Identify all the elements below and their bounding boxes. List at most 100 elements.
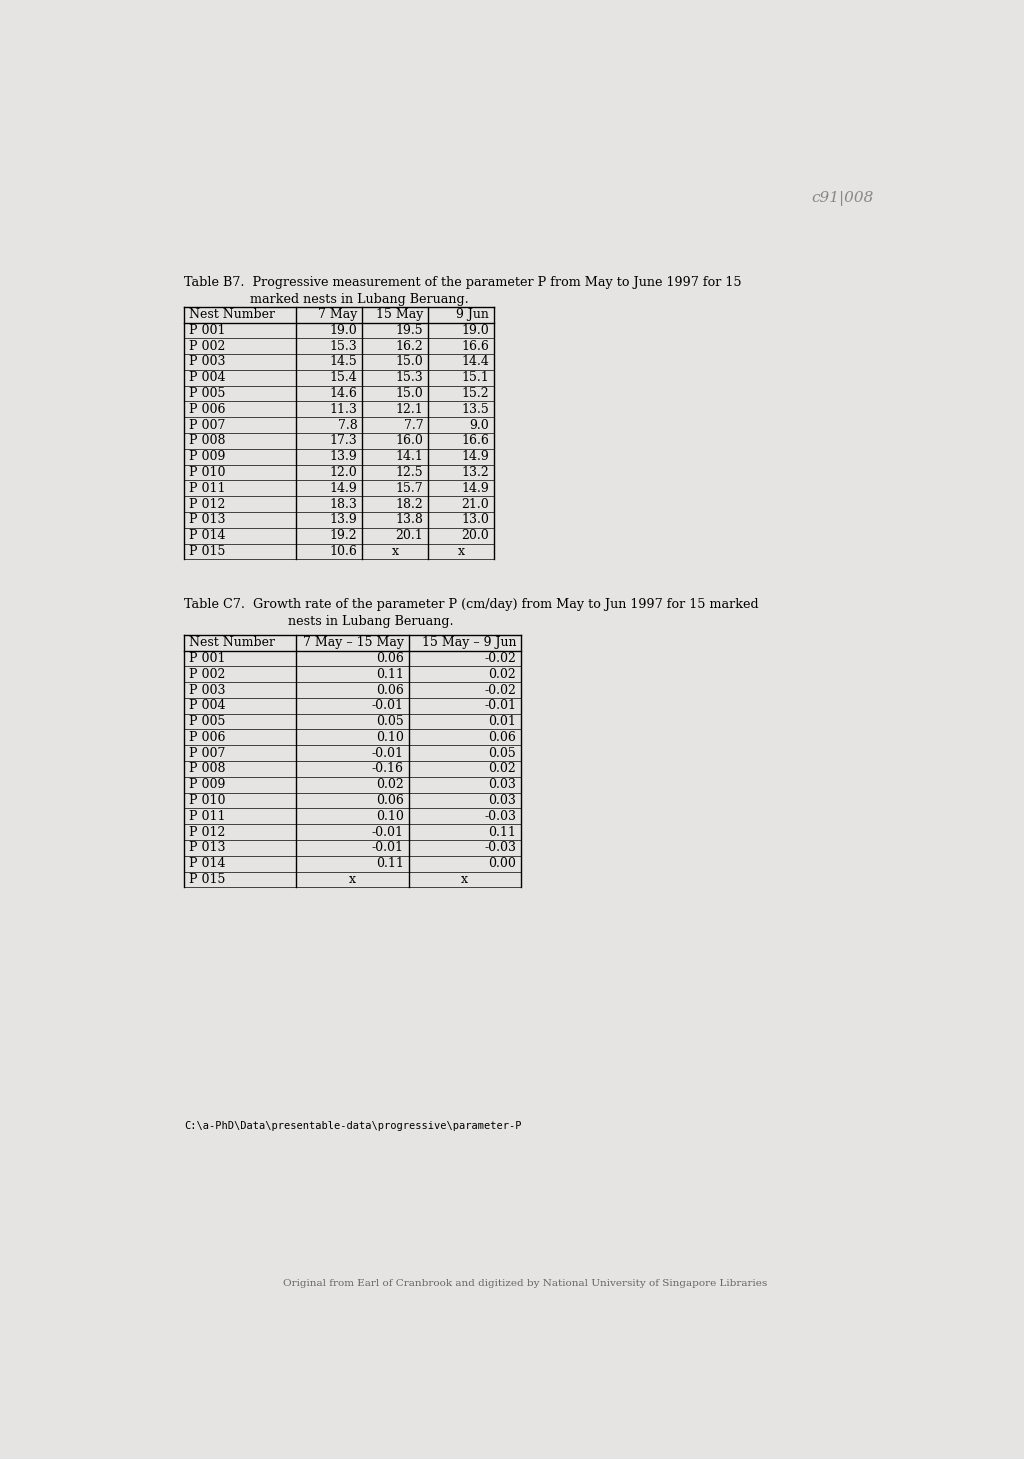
- Text: P 008: P 008: [189, 435, 225, 448]
- Text: 16.2: 16.2: [395, 340, 423, 353]
- Text: 0.05: 0.05: [488, 747, 516, 760]
- Text: 0.03: 0.03: [488, 778, 516, 791]
- Text: P 005: P 005: [189, 387, 225, 400]
- Text: 0.10: 0.10: [376, 731, 403, 744]
- Text: 13.9: 13.9: [330, 451, 357, 463]
- Text: x: x: [458, 544, 464, 557]
- Text: 15.4: 15.4: [330, 371, 357, 384]
- Text: 19.2: 19.2: [330, 530, 357, 543]
- Text: P 008: P 008: [189, 763, 225, 775]
- Text: P 012: P 012: [189, 498, 225, 511]
- Text: c91|008: c91|008: [811, 191, 873, 206]
- Text: 10.6: 10.6: [330, 544, 357, 557]
- Text: -0.03: -0.03: [484, 810, 516, 823]
- Text: P 011: P 011: [189, 481, 225, 495]
- Text: 16.6: 16.6: [461, 435, 489, 448]
- Text: P 011: P 011: [189, 810, 225, 823]
- Text: -0.01: -0.01: [372, 826, 403, 839]
- Text: 20.0: 20.0: [462, 530, 489, 543]
- Text: P 014: P 014: [189, 530, 225, 543]
- Text: 0.03: 0.03: [488, 794, 516, 807]
- Text: 13.0: 13.0: [461, 514, 489, 527]
- Text: Table B7.  Progressive measurement of the parameter P from May to June 1997 for : Table B7. Progressive measurement of the…: [183, 276, 741, 289]
- Text: 0.02: 0.02: [488, 763, 516, 775]
- Text: 7.8: 7.8: [338, 419, 357, 432]
- Text: P 001: P 001: [189, 324, 225, 337]
- Text: 19.0: 19.0: [462, 324, 489, 337]
- Text: 14.4: 14.4: [461, 356, 489, 369]
- Text: P 014: P 014: [189, 856, 225, 870]
- Text: P 002: P 002: [189, 668, 225, 681]
- Text: 7 May – 15 May: 7 May – 15 May: [303, 636, 403, 649]
- Text: -0.01: -0.01: [372, 747, 403, 760]
- Text: 18.2: 18.2: [395, 498, 423, 511]
- Text: 0.02: 0.02: [376, 778, 403, 791]
- Text: 0.00: 0.00: [488, 856, 516, 870]
- Text: 15 May – 9 Jun: 15 May – 9 Jun: [422, 636, 516, 649]
- Text: P 010: P 010: [189, 465, 225, 479]
- Text: -0.01: -0.01: [484, 699, 516, 712]
- Text: 7.7: 7.7: [403, 419, 423, 432]
- Text: P 013: P 013: [189, 514, 225, 527]
- Text: 14.9: 14.9: [462, 451, 489, 463]
- Text: 15.0: 15.0: [395, 387, 423, 400]
- Text: 0.10: 0.10: [376, 810, 403, 823]
- Text: 0.06: 0.06: [376, 683, 403, 696]
- Text: Nest Number: Nest Number: [189, 308, 275, 321]
- Text: -0.02: -0.02: [484, 683, 516, 696]
- Text: 12.1: 12.1: [395, 403, 423, 416]
- Text: P 007: P 007: [189, 419, 225, 432]
- Text: 14.9: 14.9: [462, 481, 489, 495]
- Text: 13.9: 13.9: [330, 514, 357, 527]
- Text: 15 May: 15 May: [376, 308, 423, 321]
- Text: 14.9: 14.9: [330, 481, 357, 495]
- Text: 12.0: 12.0: [330, 465, 357, 479]
- Text: 13.8: 13.8: [395, 514, 423, 527]
- Text: -0.01: -0.01: [372, 842, 403, 855]
- Text: 14.6: 14.6: [330, 387, 357, 400]
- Text: 12.5: 12.5: [395, 465, 423, 479]
- Text: 16.0: 16.0: [395, 435, 423, 448]
- Text: 19.0: 19.0: [330, 324, 357, 337]
- Text: Original from Earl of Cranbrook and digitized by National University of Singapor: Original from Earl of Cranbrook and digi…: [283, 1280, 767, 1288]
- Text: x: x: [461, 872, 468, 886]
- Text: 0.06: 0.06: [376, 652, 403, 665]
- Text: 13.2: 13.2: [462, 465, 489, 479]
- Text: P 006: P 006: [189, 731, 225, 744]
- Text: P 012: P 012: [189, 826, 225, 839]
- Text: P 009: P 009: [189, 451, 225, 463]
- Text: 14.1: 14.1: [395, 451, 423, 463]
- Text: P 005: P 005: [189, 715, 225, 728]
- Text: 15.3: 15.3: [395, 371, 423, 384]
- Text: C:\a-PhD\Data\presentable-data\progressive\parameter-P: C:\a-PhD\Data\presentable-data\progressi…: [183, 1122, 521, 1131]
- Text: 17.3: 17.3: [330, 435, 357, 448]
- Text: P 007: P 007: [189, 747, 225, 760]
- Text: P 002: P 002: [189, 340, 225, 353]
- Text: 0.06: 0.06: [376, 794, 403, 807]
- Text: 0.11: 0.11: [376, 856, 403, 870]
- Text: P 009: P 009: [189, 778, 225, 791]
- Text: 0.01: 0.01: [488, 715, 516, 728]
- Text: P 003: P 003: [189, 356, 225, 369]
- Text: 14.5: 14.5: [330, 356, 357, 369]
- Text: -0.02: -0.02: [484, 652, 516, 665]
- Text: 15.1: 15.1: [462, 371, 489, 384]
- Text: 21.0: 21.0: [462, 498, 489, 511]
- Text: nests in Lubang Beruang.: nests in Lubang Beruang.: [289, 614, 454, 627]
- Text: P 001: P 001: [189, 652, 225, 665]
- Text: 0.11: 0.11: [488, 826, 516, 839]
- Text: -0.16: -0.16: [372, 763, 403, 775]
- Text: -0.03: -0.03: [484, 842, 516, 855]
- Text: P 004: P 004: [189, 699, 225, 712]
- Text: 9 Jun: 9 Jun: [457, 308, 489, 321]
- Text: Table C7.  Growth rate of the parameter P (cm/day) from May to Jun 1997 for 15 m: Table C7. Growth rate of the parameter P…: [183, 598, 759, 611]
- Text: -0.01: -0.01: [372, 699, 403, 712]
- Text: 20.1: 20.1: [395, 530, 423, 543]
- Text: P 015: P 015: [189, 544, 225, 557]
- Text: P 006: P 006: [189, 403, 225, 416]
- Text: P 010: P 010: [189, 794, 225, 807]
- Text: 16.6: 16.6: [461, 340, 489, 353]
- Text: x: x: [391, 544, 398, 557]
- Text: 0.02: 0.02: [488, 668, 516, 681]
- Text: 18.3: 18.3: [330, 498, 357, 511]
